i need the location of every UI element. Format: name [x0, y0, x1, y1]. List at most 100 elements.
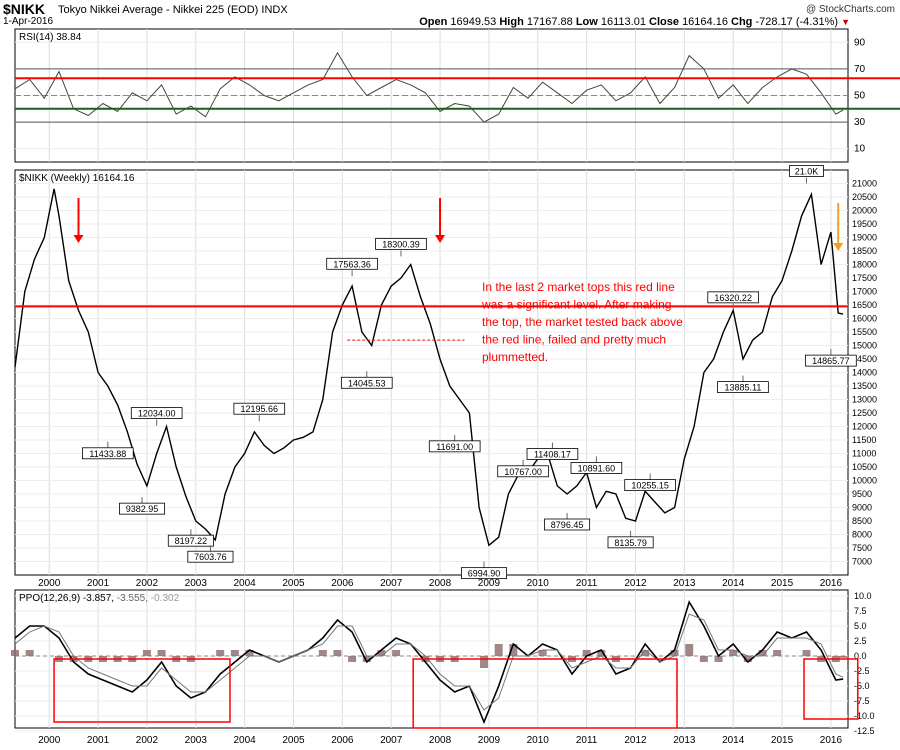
- ppo-y-tick-label: 0.0: [854, 651, 867, 661]
- ppo-histogram-bar: [333, 650, 342, 656]
- ohlc-readout: Open 16949.53 High 17167.88 Low 16113.01…: [419, 16, 850, 28]
- rsi-y-tick-label: 90: [854, 37, 866, 48]
- price-y-tick-label: 16500: [852, 300, 877, 310]
- ppo-y-tick-label: -10.0: [854, 711, 875, 721]
- price-label-text: 18300.39: [382, 239, 420, 249]
- price-label-box: [526, 448, 579, 460]
- price-y-tick-label: 10500: [852, 462, 877, 472]
- x-tick-label-mid: 2015: [771, 578, 794, 589]
- rsi-y-tick-label: 10: [854, 144, 866, 155]
- price-y-tick-label: 17000: [852, 287, 877, 297]
- price-y-tick-label: 20000: [852, 206, 877, 216]
- price-label-text: 17563.36: [333, 259, 371, 269]
- price-y-tick-label: 14000: [852, 368, 877, 378]
- price-label-text: 10255.15: [631, 481, 669, 491]
- ppo-histogram-bar: [597, 650, 606, 656]
- rsi-series-line: [14, 51, 844, 123]
- price-label-text: 16320.22: [714, 293, 752, 303]
- x-tick-label-bottom: 2001: [87, 735, 110, 746]
- ppo-y-tick-label: -5.0: [854, 681, 870, 691]
- chart-date: 1-Apr-2016: [3, 16, 54, 27]
- ppo-annotation-box: [412, 658, 678, 729]
- ticker-symbol[interactable]: $NIKK: [3, 1, 46, 17]
- price-label-text: 14865.77: [812, 356, 850, 366]
- price-label-box: [326, 257, 378, 270]
- ppo-histogram-bar: [392, 650, 401, 656]
- price-label-box: [233, 402, 286, 415]
- ppo-y-tick-label: -12.5: [854, 726, 875, 736]
- ppo-y-tick-label: -2.5: [854, 666, 870, 676]
- ppo-histogram-bar: [802, 650, 811, 656]
- x-tick-label-bottom: 2005: [282, 735, 305, 746]
- price-label-text: 11691.00: [436, 442, 473, 452]
- chg-label: Chg: [731, 16, 753, 28]
- x-tick-label-bottom: 2000: [38, 735, 61, 746]
- ppo-y-tick-label: 5.0: [854, 621, 867, 631]
- close-value: 16164.16: [682, 16, 728, 28]
- price-label-box: [130, 407, 183, 419]
- price-label-box: [167, 534, 214, 547]
- price-y-tick-label: 17500: [852, 273, 877, 283]
- x-tick-label-bottom: 2004: [233, 735, 256, 746]
- price-label-box: [707, 291, 759, 304]
- ppo-y-tick-label: 2.5: [854, 636, 867, 646]
- price-y-tick-label: 19500: [852, 219, 877, 229]
- ppo-histogram-bar: [582, 650, 591, 656]
- price-y-tick-label: 7000: [852, 557, 872, 567]
- price-label-text: 7603.76: [194, 552, 227, 562]
- close-label: Close: [649, 16, 679, 28]
- price-label-box: [340, 376, 393, 389]
- ppo-histogram-bar: [25, 650, 34, 656]
- price-y-tick-label: 18500: [852, 246, 877, 256]
- ppo-histogram-bar: [142, 650, 151, 656]
- price-y-tick-label: 18000: [852, 260, 877, 270]
- annotation-note: In the last 2 market tops this red line w…: [481, 280, 683, 364]
- price-y-tick-label: 10000: [852, 476, 877, 486]
- price-y-tick-label: 11000: [852, 449, 876, 459]
- ppo-histogram-bar: [839, 656, 848, 658]
- ppo-histogram-bar: [685, 644, 694, 656]
- x-tick-label-mid: 2008: [429, 578, 452, 589]
- ppo-histogram-bar: [699, 656, 708, 662]
- ppo-histogram-bar: [157, 650, 166, 656]
- x-tick-label-mid: 2003: [185, 578, 208, 589]
- price-y-tick-label: 14500: [852, 354, 877, 364]
- ppo-histogram-bar: [758, 650, 767, 656]
- x-tick-label-bottom: 2015: [771, 735, 794, 746]
- x-tick-label-mid: 2006: [331, 578, 354, 589]
- price-label-box: [497, 465, 549, 478]
- price-label-text: 12195.66: [241, 404, 279, 414]
- price-label-text: 12034.00: [138, 409, 176, 419]
- x-tick-label-bottom: 2009: [478, 735, 501, 746]
- x-tick-label-mid: 2009: [478, 578, 501, 589]
- ppo-histogram-bar: [318, 650, 327, 656]
- price-label-text: 13885.11: [725, 383, 762, 393]
- x-tick-label-mid: 2010: [527, 578, 550, 589]
- ppo-histogram-bar: [641, 650, 650, 656]
- price-label-text: 11433.88: [89, 449, 126, 459]
- ppo-signal-line: [14, 613, 844, 711]
- ppo-y-tick-label: 10.0: [854, 591, 872, 601]
- price-y-tick-label: 9000: [852, 503, 872, 513]
- x-tick-label-mid: 2000: [38, 578, 61, 589]
- high-value: 17167.88: [526, 16, 573, 28]
- price-y-tick-label: 12000: [852, 422, 877, 432]
- price-title: $NIKK (Weekly) 16164.16: [19, 173, 135, 184]
- price-y-tick-label: 9500: [852, 489, 872, 499]
- exchange-text: INDX: [261, 4, 288, 16]
- ppo-histogram-bar: [538, 650, 547, 656]
- ppo-histogram-bar: [348, 656, 357, 662]
- price-label-box: [375, 237, 427, 250]
- ppo-histogram-bar: [729, 650, 738, 656]
- price-y-tick-label: 15500: [852, 327, 877, 337]
- price-label-text: 10891.60: [578, 463, 616, 473]
- price-label-text: 14045.53: [348, 378, 386, 388]
- ppo-histogram-bar: [11, 650, 19, 656]
- price-series-line: [14, 188, 844, 547]
- price-arrow-head: [73, 235, 84, 243]
- x-tick-label-bottom: 2016: [820, 735, 843, 746]
- price-label-box: [624, 479, 676, 492]
- price-label-box: [82, 447, 134, 460]
